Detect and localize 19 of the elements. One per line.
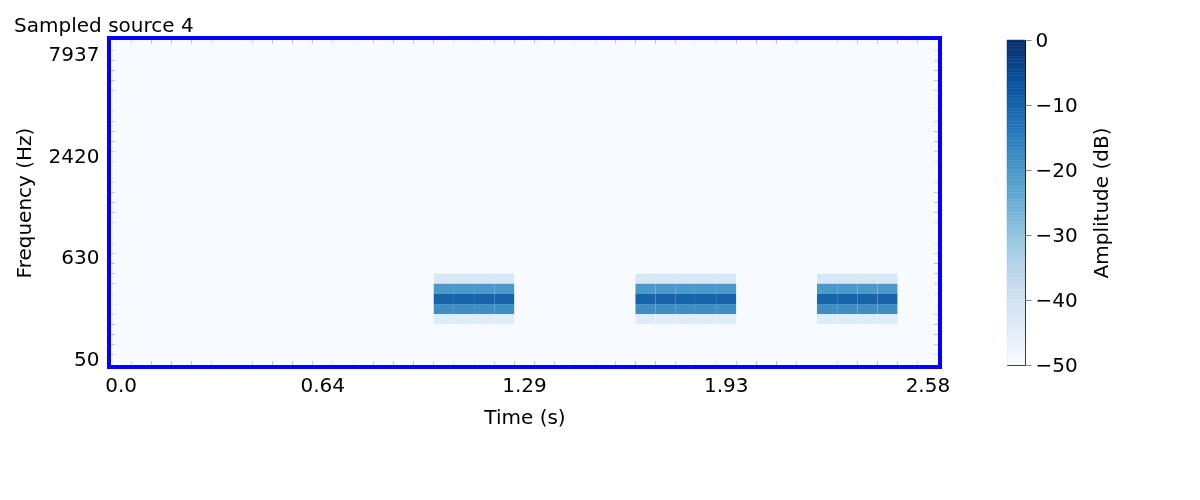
color-bar-label: −20 <box>1035 157 1078 182</box>
y-tick-label: 630 <box>61 245 100 270</box>
x-tick-label: 1.29 <box>502 372 547 397</box>
y-axis-title: Frequency (Hz) <box>11 127 36 279</box>
color-bar-label: −50 <box>1035 352 1078 377</box>
y-tick-label: 7937 <box>48 42 100 67</box>
color-bar-label: −30 <box>1035 222 1078 247</box>
color-bar-label: −40 <box>1035 287 1078 312</box>
y-tick-label: 2420 <box>48 143 100 168</box>
x-tick-label: 1.93 <box>703 372 749 397</box>
color-bar-title: Amplitude (dB) <box>1088 127 1113 279</box>
color-bar-label: −10 <box>1035 92 1078 117</box>
x-tick-label: 0.0 <box>105 372 137 397</box>
x-tick-label: 2.58 <box>905 372 951 397</box>
x-axis-title: Time (s) <box>483 404 566 429</box>
x-tick-label: 0.64 <box>300 372 346 397</box>
color-bar-label: 0 <box>1035 27 1049 52</box>
chart-title: Sampled source 4 <box>14 13 194 37</box>
y-tick-label: 50 <box>74 346 100 371</box>
